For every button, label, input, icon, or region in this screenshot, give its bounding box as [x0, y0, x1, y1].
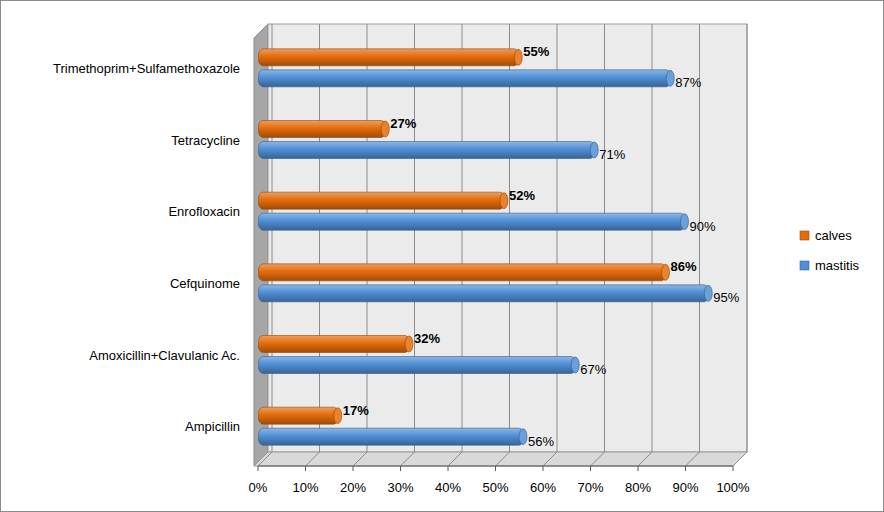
floor-grid-line [353, 452, 367, 466]
data-label: 52% [509, 188, 535, 203]
tick-label: 50% [482, 480, 508, 495]
grid-line [604, 24, 605, 452]
tick-mark [638, 466, 639, 471]
bar-cap [334, 408, 342, 424]
tick-mark [685, 466, 686, 471]
bar-cap [704, 285, 712, 301]
bar-cap [590, 142, 598, 158]
tick-mark [733, 466, 734, 471]
tick-label: 0% [249, 480, 268, 495]
bar [258, 121, 386, 138]
bar [258, 336, 410, 353]
bar [258, 213, 686, 230]
bar [258, 142, 595, 159]
legend: calves mastitis [800, 228, 860, 273]
tick-label: 70% [577, 480, 603, 495]
bar [258, 49, 519, 66]
tick-mark [543, 466, 544, 471]
bar-cap [666, 70, 674, 86]
tick-mark [590, 466, 591, 471]
category-label: Trimethoprim+Sulfamethoxazole [53, 61, 240, 76]
grid-line [747, 24, 748, 452]
floor-grid-line [401, 452, 415, 466]
tick-label: 40% [435, 480, 461, 495]
tick-label: 10% [292, 480, 318, 495]
data-label: 95% [713, 290, 739, 305]
data-label: 67% [580, 362, 606, 377]
category-label: Ampicillin [185, 419, 240, 434]
x-axis-line [258, 466, 733, 467]
floor-grid-line [543, 452, 557, 466]
tick-label: 90% [672, 480, 698, 495]
grid-line [509, 24, 510, 452]
data-label: 90% [690, 219, 716, 234]
bar [258, 428, 524, 445]
bar [258, 192, 505, 209]
tick-mark [353, 466, 354, 471]
floor [254, 452, 747, 466]
bar-cap [500, 193, 508, 209]
grid-line [367, 24, 368, 452]
tick-label: 20% [340, 480, 366, 495]
frame [1, 1, 884, 512]
data-label: 86% [671, 259, 697, 274]
floor-grid-line [733, 452, 747, 466]
grid-line [557, 24, 558, 452]
bar-cap [681, 214, 689, 230]
bar [258, 357, 576, 374]
tick-mark [495, 466, 496, 471]
floor-grid-line [258, 452, 272, 466]
floor-grid-line [496, 452, 510, 466]
bar-cap [571, 357, 579, 373]
floor-grid-line [638, 452, 652, 466]
legend-label: mastitis [815, 258, 860, 273]
bar [258, 407, 339, 424]
bar [258, 285, 709, 302]
grid-line [462, 24, 463, 452]
data-label: 87% [675, 75, 701, 90]
data-label: 56% [528, 434, 554, 449]
grid-line [272, 24, 273, 452]
bar-cap [662, 264, 670, 280]
tick-label: 30% [387, 480, 413, 495]
category-label: Amoxicillin+Clavulanic Ac. [89, 348, 240, 363]
floor-grid-line [686, 452, 700, 466]
grid-line [414, 24, 415, 452]
data-label: 71% [599, 147, 625, 162]
bar-cap [405, 336, 413, 352]
tick-mark [448, 466, 449, 471]
tick-label: 100% [716, 480, 750, 495]
bar-cap [519, 429, 527, 445]
labels: 17% 56% 32% 67% 86% 95% 52% 90% 27% 71% 55% 87% [343, 44, 740, 448]
legend-label: calves [815, 228, 852, 243]
tick-mark [305, 466, 306, 471]
legend-swatch [800, 231, 809, 240]
data-label: 55% [523, 44, 549, 59]
category-label: Tetracycline [171, 133, 240, 148]
floor-grid-line [448, 452, 462, 466]
bar-cap [514, 49, 522, 65]
data-label: 32% [414, 331, 440, 346]
bar [258, 70, 671, 87]
floor-grid-line [306, 452, 320, 466]
grid-line [652, 24, 653, 452]
chart: 0% 10% 20% 30% 40% 50% 60% 70% 80% 90% 100% Ampicil… [0, 0, 884, 512]
legend-swatch [800, 261, 809, 270]
category-label: Cefquinome [170, 276, 240, 291]
category-label: Enrofloxacin [168, 204, 240, 219]
tick-label: 80% [625, 480, 651, 495]
data-label: 17% [343, 403, 369, 418]
bars [258, 49, 712, 445]
tick-mark [400, 466, 401, 471]
tick-mark [258, 466, 259, 471]
grid-line [319, 24, 320, 452]
bar-cap [381, 121, 389, 137]
floor-grid-line [591, 452, 605, 466]
bar [258, 264, 667, 281]
data-label: 27% [390, 116, 416, 131]
tick-label: 60% [530, 480, 556, 495]
back-wall [268, 24, 747, 452]
side-wall [254, 24, 268, 466]
